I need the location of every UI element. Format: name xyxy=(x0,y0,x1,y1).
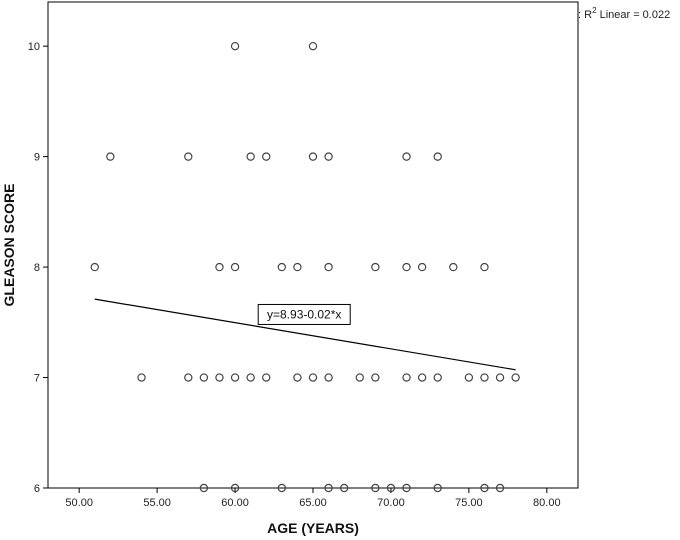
data-point xyxy=(433,373,442,382)
data-point xyxy=(90,262,99,272)
data-point xyxy=(371,483,380,493)
data-point xyxy=(324,152,333,161)
data-point xyxy=(511,373,520,382)
data-point xyxy=(230,373,240,382)
y-tick-label: 10 xyxy=(28,41,40,53)
fit-line-group: y=8.93-0.02*x xyxy=(94,298,516,371)
data-point xyxy=(433,483,442,493)
data-point xyxy=(324,373,333,382)
x-tick-label: 70.00 xyxy=(377,497,405,509)
y-axis-ticks: 6 7 8 9 10 xyxy=(28,41,48,495)
data-point xyxy=(495,483,505,493)
data-point xyxy=(137,373,146,382)
x-tick-label: 80.00 xyxy=(533,497,561,509)
data-point xyxy=(480,483,489,493)
data-point xyxy=(480,262,489,272)
data-point xyxy=(230,483,240,493)
data-point xyxy=(293,373,302,382)
data-point xyxy=(402,152,411,161)
x-axis-label: AGE (YEARS) xyxy=(267,520,359,536)
data-point xyxy=(371,262,380,272)
data-point xyxy=(199,373,209,382)
legend-prefix: : R xyxy=(578,9,592,21)
data-point xyxy=(246,373,255,382)
data-point xyxy=(262,152,271,161)
y-tick-label: 7 xyxy=(34,373,40,385)
x-tick-label: 60.00 xyxy=(221,497,249,509)
x-tick-label: 55.00 xyxy=(143,497,171,509)
data-point xyxy=(230,41,240,51)
x-tick-label: 65.00 xyxy=(299,497,327,509)
fit-line xyxy=(94,298,516,371)
data-point xyxy=(417,373,427,382)
data-point xyxy=(449,262,458,272)
x-tick-label: 75.00 xyxy=(455,497,483,509)
legend-superscript: 2 xyxy=(592,6,597,15)
fit-equation-label: y=8.93-0.02*x xyxy=(267,307,341,321)
r-squared-legend: : R2 Linear = 0.022 xyxy=(578,6,670,21)
data-point xyxy=(184,152,193,161)
data-point xyxy=(480,373,489,382)
data-point xyxy=(277,483,287,493)
data-point xyxy=(417,262,427,272)
data-point xyxy=(402,373,411,382)
data-point xyxy=(495,373,505,382)
data-point xyxy=(355,373,364,382)
data-point xyxy=(402,483,411,493)
data-point xyxy=(262,373,271,382)
data-point xyxy=(230,262,240,272)
data-point xyxy=(464,373,474,382)
legend-suffix: Linear = 0.022 xyxy=(597,9,671,21)
data-point xyxy=(293,262,302,272)
y-tick-label: 8 xyxy=(34,262,40,274)
data-point xyxy=(199,483,209,493)
y-tick-label: 6 xyxy=(34,483,40,495)
data-point xyxy=(184,373,193,382)
data-point xyxy=(433,152,442,161)
data-point xyxy=(246,152,255,161)
data-points xyxy=(90,41,520,493)
x-tick-label: 50.00 xyxy=(65,497,93,509)
y-tick-label: 9 xyxy=(34,152,40,164)
data-point xyxy=(324,262,333,272)
data-point xyxy=(308,152,318,161)
data-point xyxy=(106,152,115,161)
data-point xyxy=(215,373,224,382)
y-axis-label: GLEASON SCORE xyxy=(1,184,17,307)
data-point xyxy=(308,373,318,382)
data-point xyxy=(308,41,318,51)
data-point xyxy=(339,483,349,493)
data-point xyxy=(402,262,411,272)
data-point xyxy=(386,483,396,493)
data-point xyxy=(215,262,224,272)
data-point xyxy=(371,373,380,382)
data-point xyxy=(324,483,333,493)
data-point xyxy=(277,262,287,272)
plot-frame xyxy=(47,1,579,489)
fit-equation-box xyxy=(257,303,351,325)
x-axis-ticks: 50.00 55.00 60.00 65.00 70.00 75.00 80.00 xyxy=(65,488,561,509)
